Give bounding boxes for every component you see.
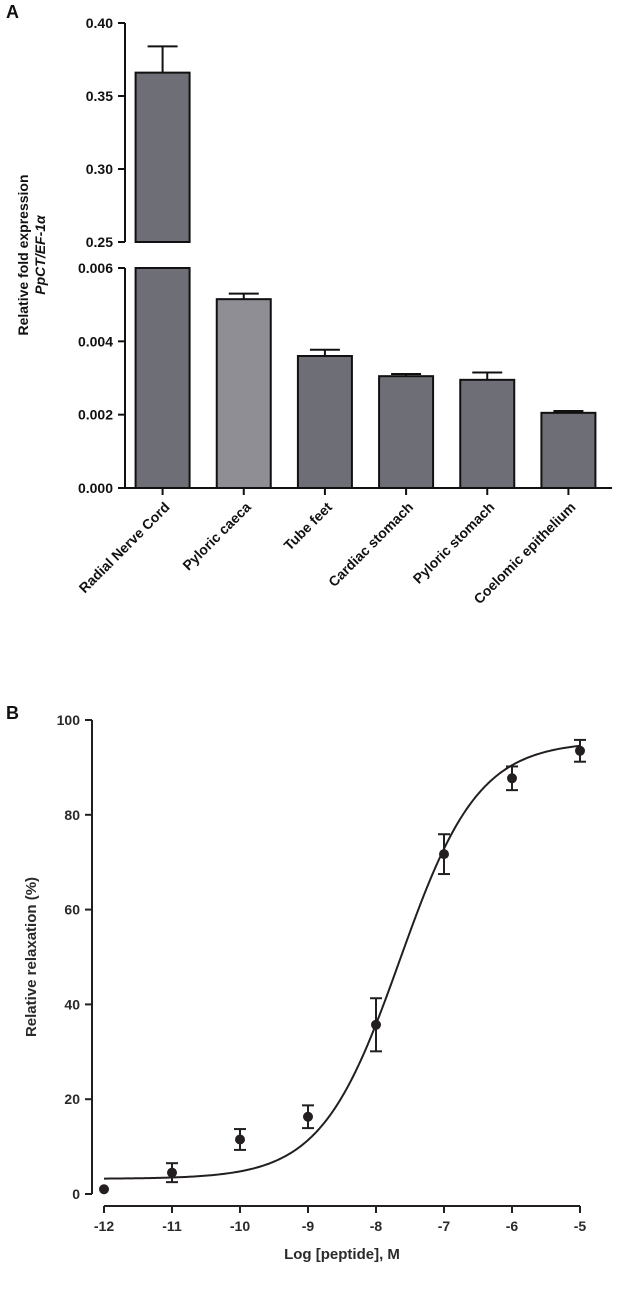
y-tick-label-lower: 0.000: [78, 480, 113, 496]
y-tick-label-lower: 0.002: [78, 407, 113, 423]
y-axis-title: Relative fold expression PpCT/EF-1α: [15, 174, 48, 335]
x-axis-title: Log [peptide], M: [284, 1246, 400, 1263]
panel-a-label: A: [6, 2, 19, 22]
bar-chart-expression: 0.25 0.30 0.35 0.40 0.000 0.002 0.004 0.006 Rela…: [15, 15, 612, 607]
y-tick-label-upper: 0.30: [86, 161, 113, 177]
x-tick-label: -11: [162, 1218, 182, 1234]
y-tick-label: 100: [57, 712, 81, 728]
y-tick-label: 80: [64, 807, 80, 823]
y-axis-title-line2: PpCT/EF-1α: [32, 214, 48, 295]
data-point: [439, 849, 449, 860]
y-tick-label: 0: [72, 1186, 80, 1202]
x-tick-label: -10: [230, 1218, 250, 1234]
x-tick-label: -12: [94, 1218, 114, 1234]
x-tick-label: -7: [438, 1218, 451, 1234]
panel-b-label: B: [6, 703, 19, 723]
y-axis-title-line1: Relative fold expression: [15, 174, 31, 335]
data-point: [235, 1134, 245, 1145]
y-tick-label-upper: 0.35: [86, 88, 113, 104]
bar-lower-segment: [134, 267, 191, 489]
y-tick-label: 60: [64, 902, 80, 918]
data-point: [303, 1111, 313, 1122]
data-point: [167, 1167, 177, 1178]
x-tick-label: -5: [574, 1218, 587, 1234]
y-tick-label: 20: [64, 1091, 80, 1107]
y-tick-label-lower: 0.006: [78, 260, 113, 276]
y-tick-label: 40: [64, 996, 80, 1012]
x-tick-label: -8: [370, 1218, 383, 1234]
x-tick-label: -6: [506, 1218, 519, 1234]
data-point: [371, 1019, 381, 1030]
data-point: [575, 745, 585, 756]
bar-upper-segment: [134, 71, 191, 243]
y-tick-label-upper: 0.40: [86, 15, 113, 31]
data-point: [99, 1184, 109, 1195]
y-tick-label-lower: 0.004: [78, 333, 113, 349]
y-tick-label-upper: 0.25: [86, 234, 113, 250]
y-axis-title: Relative relaxation (%): [23, 877, 40, 1037]
data-point: [507, 773, 517, 784]
x-tick-label: -9: [302, 1218, 315, 1234]
bar: [540, 411, 597, 490]
bar: [459, 378, 516, 490]
fit-curve: [103, 744, 581, 1180]
